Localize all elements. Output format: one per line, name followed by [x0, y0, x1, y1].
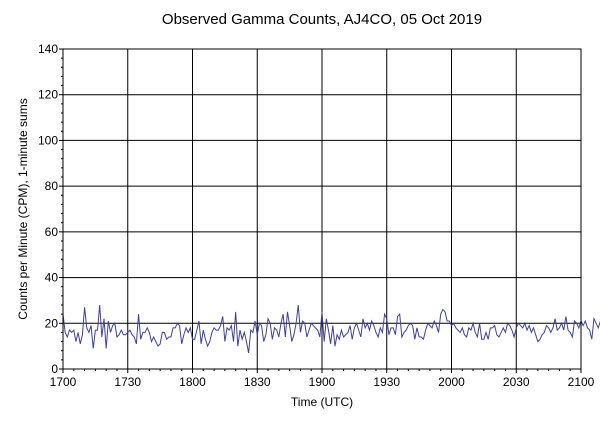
x-tick-label: 1930	[373, 375, 400, 389]
x-tick-label: 1700	[50, 375, 77, 389]
y-tick-label: 140	[38, 42, 58, 56]
series-line	[62, 304, 600, 354]
y-tick-label: 0	[51, 362, 58, 376]
y-tick-label: 80	[45, 179, 59, 193]
x-tick-label: 1900	[309, 375, 336, 389]
x-tick-label: 1800	[179, 375, 206, 389]
chart-title: Observed Gamma Counts, AJ4CO, 05 Oct 201…	[162, 11, 482, 28]
x-axis-label: Time (UTC)	[291, 395, 353, 409]
y-tick-label: 60	[45, 225, 59, 239]
x-tick-label: 2000	[438, 375, 465, 389]
grid-lines	[62, 48, 582, 370]
x-tick-label: 2030	[503, 375, 530, 389]
y-tick-label: 20	[45, 316, 59, 330]
series-group	[62, 304, 600, 354]
x-axis: 1700 1730 1800 1830 1900 1930 2000 2030 2100	[50, 369, 595, 389]
y-axis-label: Counts per Minute (CPM), 1-minute sums	[16, 98, 30, 319]
x-tick-label: 2100	[568, 375, 595, 389]
y-tick-label: 40	[45, 271, 59, 285]
x-tick-label: 1730	[114, 375, 141, 389]
y-tick-label: 100	[38, 133, 58, 147]
x-tick-label: 1830	[244, 375, 271, 389]
y-axis: 0 20 40 60 80 100 120 140	[38, 42, 63, 376]
y-tick-label: 120	[38, 88, 58, 102]
